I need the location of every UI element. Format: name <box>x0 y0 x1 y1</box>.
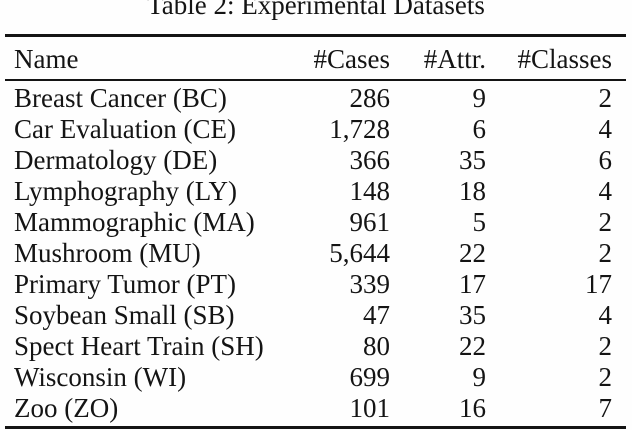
cases-value-cell: 47 <box>363 300 390 330</box>
table-row: Wisconsin (WI) 699 9 2 <box>5 362 626 393</box>
table-row: Dermatology (DE) 366 35 6 <box>5 145 626 176</box>
attr-value-cell: 35 <box>459 145 486 175</box>
attr-value-cell: 18 <box>459 176 486 206</box>
attr-value-cell: 22 <box>459 331 486 361</box>
cases-value-cell: 339 <box>349 269 391 299</box>
attr-value-cell: 22 <box>459 238 486 268</box>
classes-value-cell: 4 <box>598 176 613 206</box>
cases-value-cell: 101 <box>349 393 391 423</box>
cases-value-cell: 699 <box>349 362 391 392</box>
attr-value-cell: 6 <box>472 114 487 144</box>
table-row: Spect Heart Train (SH) 80 22 2 <box>5 331 626 362</box>
attr-value-cell: 17 <box>459 269 486 299</box>
classes-value-cell: 4 <box>598 300 613 330</box>
column-header-cases: #Cases <box>313 44 391 74</box>
table-row: Breast Cancer (BC) 286 9 2 <box>5 80 626 114</box>
classes-value-cell: 2 <box>598 331 613 361</box>
dataset-name-cell: Lymphography (LY) <box>14 176 238 206</box>
attr-value-cell: 16 <box>459 393 486 423</box>
cases-value-cell: 5,644 <box>329 238 390 268</box>
column-header-attr: #Attr. <box>423 44 486 74</box>
attr-value-cell: 9 <box>472 362 487 392</box>
classes-value-cell: 6 <box>598 145 613 175</box>
table-body: Breast Cancer (BC) 286 9 2 Car Evaluation (C… <box>5 80 626 428</box>
table-row: Soybean Small (SB) 47 35 4 <box>5 300 626 331</box>
classes-value-cell: 2 <box>598 207 613 237</box>
dataset-name-cell: Mushroom (MU) <box>14 238 201 268</box>
table-caption: Table 2: Experimental Datasets <box>147 0 485 20</box>
column-header-name: Name <box>14 44 79 74</box>
dataset-name-cell: Car Evaluation (CE) <box>14 114 236 144</box>
attr-value-cell: 9 <box>472 83 487 113</box>
classes-value-cell: 7 <box>598 393 613 423</box>
dataset-name-cell: Dermatology (DE) <box>14 145 218 175</box>
attr-value-cell: 5 <box>472 207 487 237</box>
dataset-name-cell: Zoo (ZO) <box>14 393 119 423</box>
cases-value-cell: 366 <box>349 145 391 175</box>
classes-value-cell: 17 <box>585 269 612 299</box>
dataset-name-cell: Mammographic (MA) <box>14 207 255 237</box>
table-row: Lymphography (LY) 148 18 4 <box>5 176 626 207</box>
cases-value-cell: 148 <box>349 176 391 206</box>
table-row: Mammographic (MA) 961 5 2 <box>5 207 626 238</box>
classes-value-cell: 2 <box>598 83 613 113</box>
dataset-name-cell: Primary Tumor (PT) <box>14 269 237 299</box>
column-header-classes: #Classes <box>517 44 613 74</box>
attr-value-cell: 35 <box>459 300 486 330</box>
cases-value-cell: 286 <box>349 83 391 113</box>
cases-value-cell: 80 <box>363 331 390 361</box>
dataset-name-cell: Wisconsin (WI) <box>14 362 187 392</box>
table-row: Primary Tumor (PT) 339 17 17 <box>5 269 626 300</box>
datasets-table: Name #Cases #Attr. #Classes Breast Cance… <box>5 34 626 429</box>
table-row: Car Evaluation (CE) 1,728 6 4 <box>5 114 626 145</box>
dataset-name-cell: Spect Heart Train (SH) <box>14 331 264 361</box>
cases-value-cell: 961 <box>349 207 391 237</box>
classes-value-cell: 2 <box>598 362 613 392</box>
cases-value-cell: 1,728 <box>329 114 390 144</box>
dataset-name-cell: Breast Cancer (BC) <box>14 83 227 113</box>
header-row: Name #Cases #Attr. #Classes <box>5 36 626 80</box>
table-row: Zoo (ZO) 101 16 7 <box>5 393 626 428</box>
classes-value-cell: 2 <box>598 238 613 268</box>
table-row: Mushroom (MU) 5,644 22 2 <box>5 238 626 269</box>
classes-value-cell: 4 <box>598 114 613 144</box>
dataset-name-cell: Soybean Small (SB) <box>14 300 235 330</box>
